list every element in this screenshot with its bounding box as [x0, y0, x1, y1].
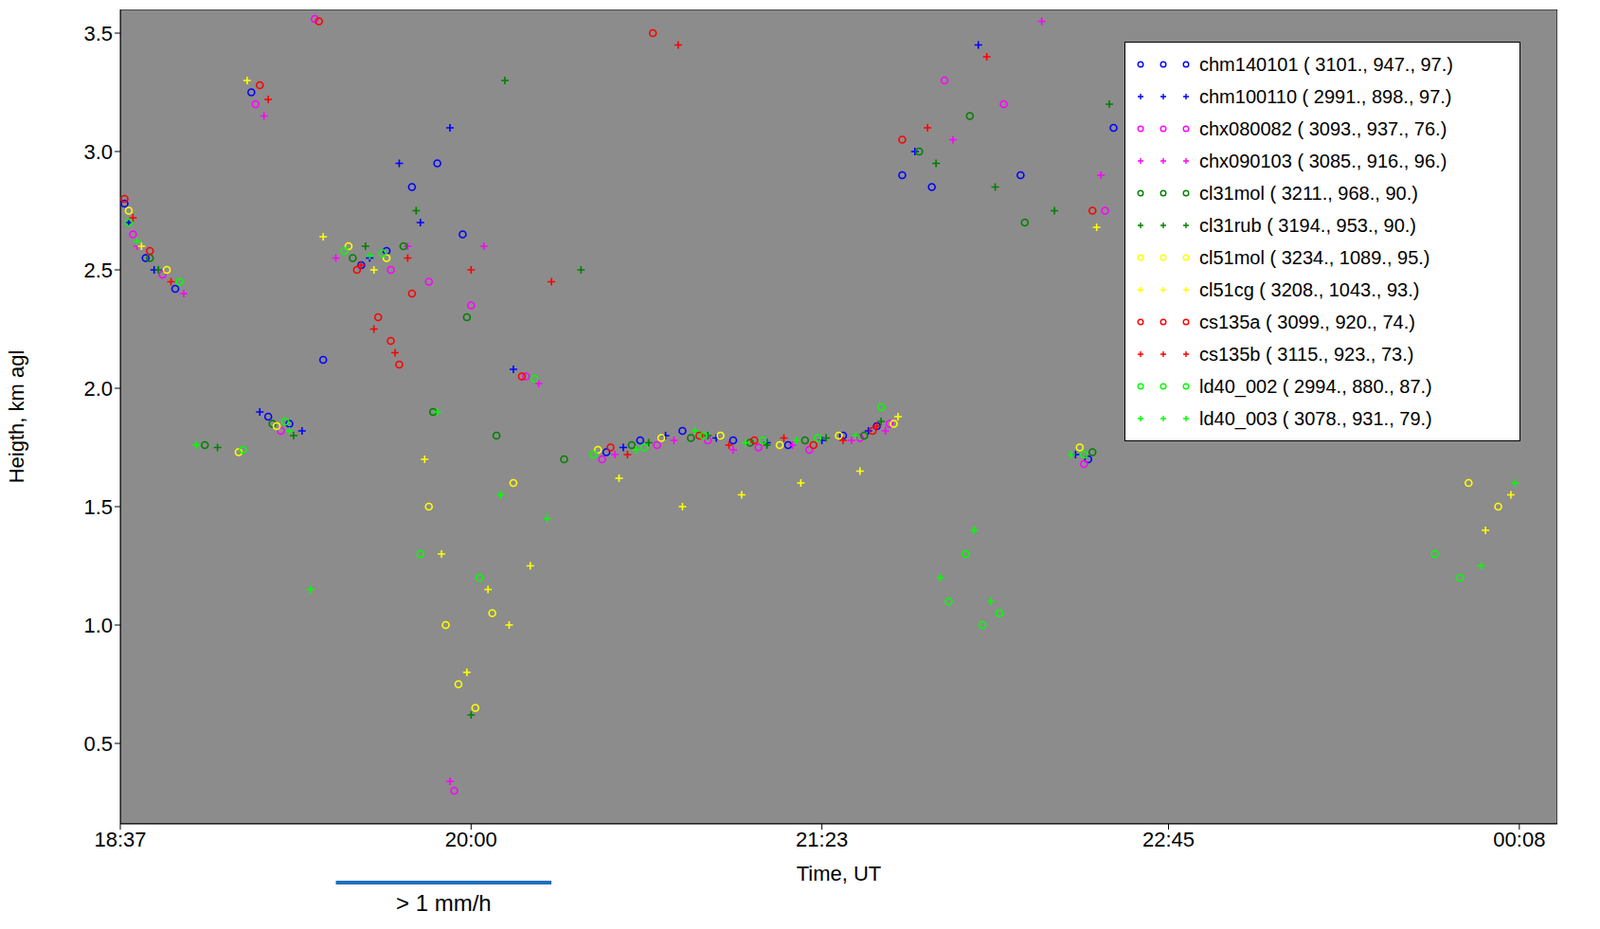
html-text:cl51cg ( 3208., 1043., 93.): cl51cg ( 3208., 1043., 93.) — [1199, 278, 1420, 300]
html-text:cs135a ( 3099., 920., 74.): cs135a ( 3099., 920., 74.) — [1199, 311, 1416, 333]
html-text:ld40_002 ( 2994., 880., 87.): ld40_002 ( 2994., 880., 87.) — [1199, 375, 1433, 397]
html-text:cl31rub ( 3194., 953., 90.): cl31rub ( 3194., 953., 90.) — [1199, 214, 1417, 236]
svg-text:1.0: 1.0 — [83, 613, 113, 638]
html-text:chm100110 ( 2991., 898., 97.): chm100110 ( 2991., 898., 97.) — [1199, 85, 1452, 107]
html-text:ld40_003 ( 3078., 931., 79.): ld40_003 ( 3078., 931., 79.) — [1199, 407, 1433, 429]
svg-text:3.0: 3.0 — [83, 140, 113, 164]
svg-text:3.5: 3.5 — [83, 21, 113, 46]
svg-text:21:23: 21:23 — [795, 827, 848, 852]
html-text:cs135b ( 3115., 923., 73.): cs135b ( 3115., 923., 73.) — [1199, 343, 1414, 365]
html-text:chx080082 ( 3093., 937., 76.): chx080082 ( 3093., 937., 76.) — [1199, 117, 1447, 139]
html-text:chx090103 ( 3085., 916., 96.): chx090103 ( 3085., 916., 96.) — [1199, 150, 1447, 171]
svg-text:1.5: 1.5 — [83, 495, 113, 520]
svg-text:Heigth, km agl: Heigth, km agl — [4, 350, 29, 485]
svg-text:2.5: 2.5 — [83, 258, 113, 283]
svg-text:22:45: 22:45 — [1142, 827, 1195, 852]
svg-text:Time, UT: Time, UT — [796, 862, 882, 886]
svg-text:18:37: 18:37 — [93, 827, 146, 852]
svg-text:2.0: 2.0 — [83, 377, 113, 401]
svg-text:00:08: 00:08 — [1492, 827, 1546, 852]
html-text:chm140101 ( 3101., 947., 97.): chm140101 ( 3101., 947., 97.) — [1199, 53, 1454, 75]
svg-text:> 1 mm/h: > 1 mm/h — [395, 890, 492, 917]
html-text:cl51mol ( 3234., 1089., 95.): cl51mol ( 3234., 1089., 95.) — [1199, 246, 1430, 268]
html-text:cl31mol ( 3211., 968., 90.): cl31mol ( 3211., 968., 90.) — [1199, 182, 1419, 204]
svg-text:0.5: 0.5 — [83, 732, 113, 756]
svg-text:20:00: 20:00 — [445, 827, 498, 852]
